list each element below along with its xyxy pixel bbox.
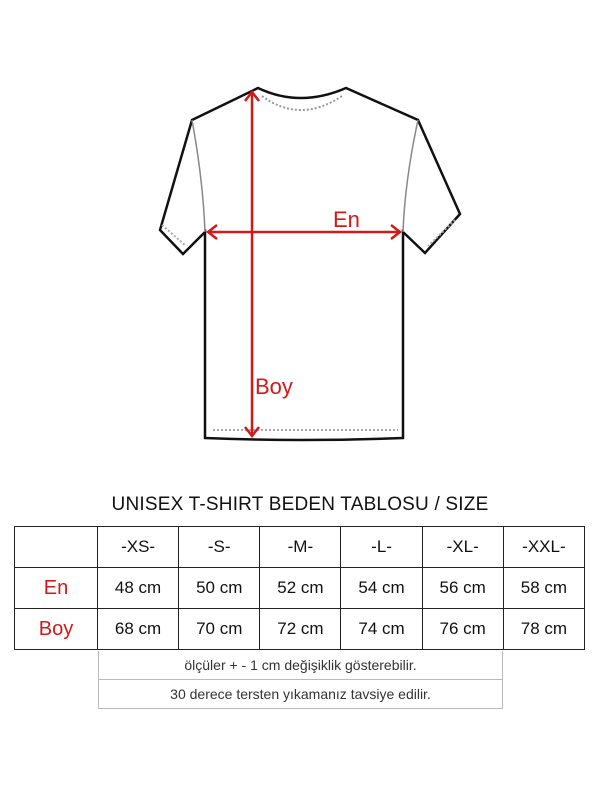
- table-cell: 56 cm: [421, 567, 504, 609]
- size-header: -XXL-: [502, 526, 586, 568]
- table-cell: 58 cm: [502, 567, 586, 609]
- sleeve-stitch-left: [161, 224, 187, 247]
- width-arrow: [205, 224, 403, 240]
- size-header: -S-: [178, 526, 261, 568]
- size-header: -L-: [340, 526, 423, 568]
- table-cell: 48 cm: [96, 567, 180, 609]
- table-row: Boy 68 cm 70 cm 72 cm 74 cm 76 cm 78 cm: [14, 608, 586, 650]
- table-cell: 68 cm: [96, 608, 180, 650]
- width-label: En: [333, 207, 360, 232]
- tshirt-diagram: En Boy: [158, 86, 462, 442]
- table-cell: 50 cm: [178, 567, 261, 609]
- size-header: -XL-: [421, 526, 504, 568]
- table-row: En 48 cm 50 cm 52 cm 54 cm 56 cm 58 cm: [14, 567, 586, 609]
- table-cell: 74 cm: [340, 608, 423, 650]
- empty-corner-cell: [14, 526, 98, 568]
- size-header: -XS-: [96, 526, 180, 568]
- table-cell: 72 cm: [259, 608, 342, 650]
- table-cell: 78 cm: [502, 608, 586, 650]
- row-label: En: [14, 567, 98, 609]
- row-label: Boy: [14, 608, 98, 650]
- table-cell: 76 cm: [421, 608, 504, 650]
- tshirt-outline: [158, 86, 462, 442]
- table-header-row: -XS- -S- -M- -L- -XL- -XXL-: [14, 526, 586, 568]
- note-tolerance: ölçüler + - 1 cm değişiklik gösterebilir…: [98, 651, 503, 680]
- sleeve-seam-left: [191, 119, 206, 233]
- length-arrow: [244, 89, 260, 439]
- length-label: Boy: [255, 374, 293, 399]
- size-chart-title: UNISEX T-SHIRT BEDEN TABLOSU / SIZE: [111, 494, 489, 515]
- sleeve-seam-right: [402, 119, 419, 233]
- size-header: -M-: [259, 526, 342, 568]
- table-cell: 54 cm: [340, 567, 423, 609]
- collar-inner: [261, 95, 343, 111]
- notes-box: ölçüler + - 1 cm değişiklik gösterebilir…: [98, 651, 503, 709]
- note-washing: 30 derece tersten yıkamanız tavsiye edil…: [98, 680, 503, 709]
- table-cell: 70 cm: [178, 608, 261, 650]
- size-table: -XS- -S- -M- -L- -XL- -XXL- En 48 cm 50 …: [14, 526, 586, 650]
- table-cell: 52 cm: [259, 567, 342, 609]
